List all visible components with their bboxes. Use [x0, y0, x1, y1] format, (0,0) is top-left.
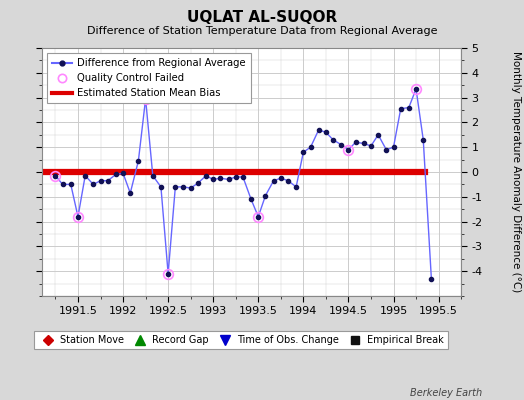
- Text: Difference of Station Temperature Data from Regional Average: Difference of Station Temperature Data f…: [87, 26, 437, 36]
- Text: Monthly Temperature Anomaly Difference (°C): Monthly Temperature Anomaly Difference (…: [511, 51, 521, 293]
- Legend: Station Move, Record Gap, Time of Obs. Change, Empirical Break: Station Move, Record Gap, Time of Obs. C…: [34, 331, 448, 349]
- Legend: Difference from Regional Average, Quality Control Failed, Estimated Station Mean: Difference from Regional Average, Qualit…: [47, 53, 250, 103]
- Text: UQLAT AL-SUQOR: UQLAT AL-SUQOR: [187, 10, 337, 25]
- Text: Berkeley Earth: Berkeley Earth: [410, 388, 482, 398]
